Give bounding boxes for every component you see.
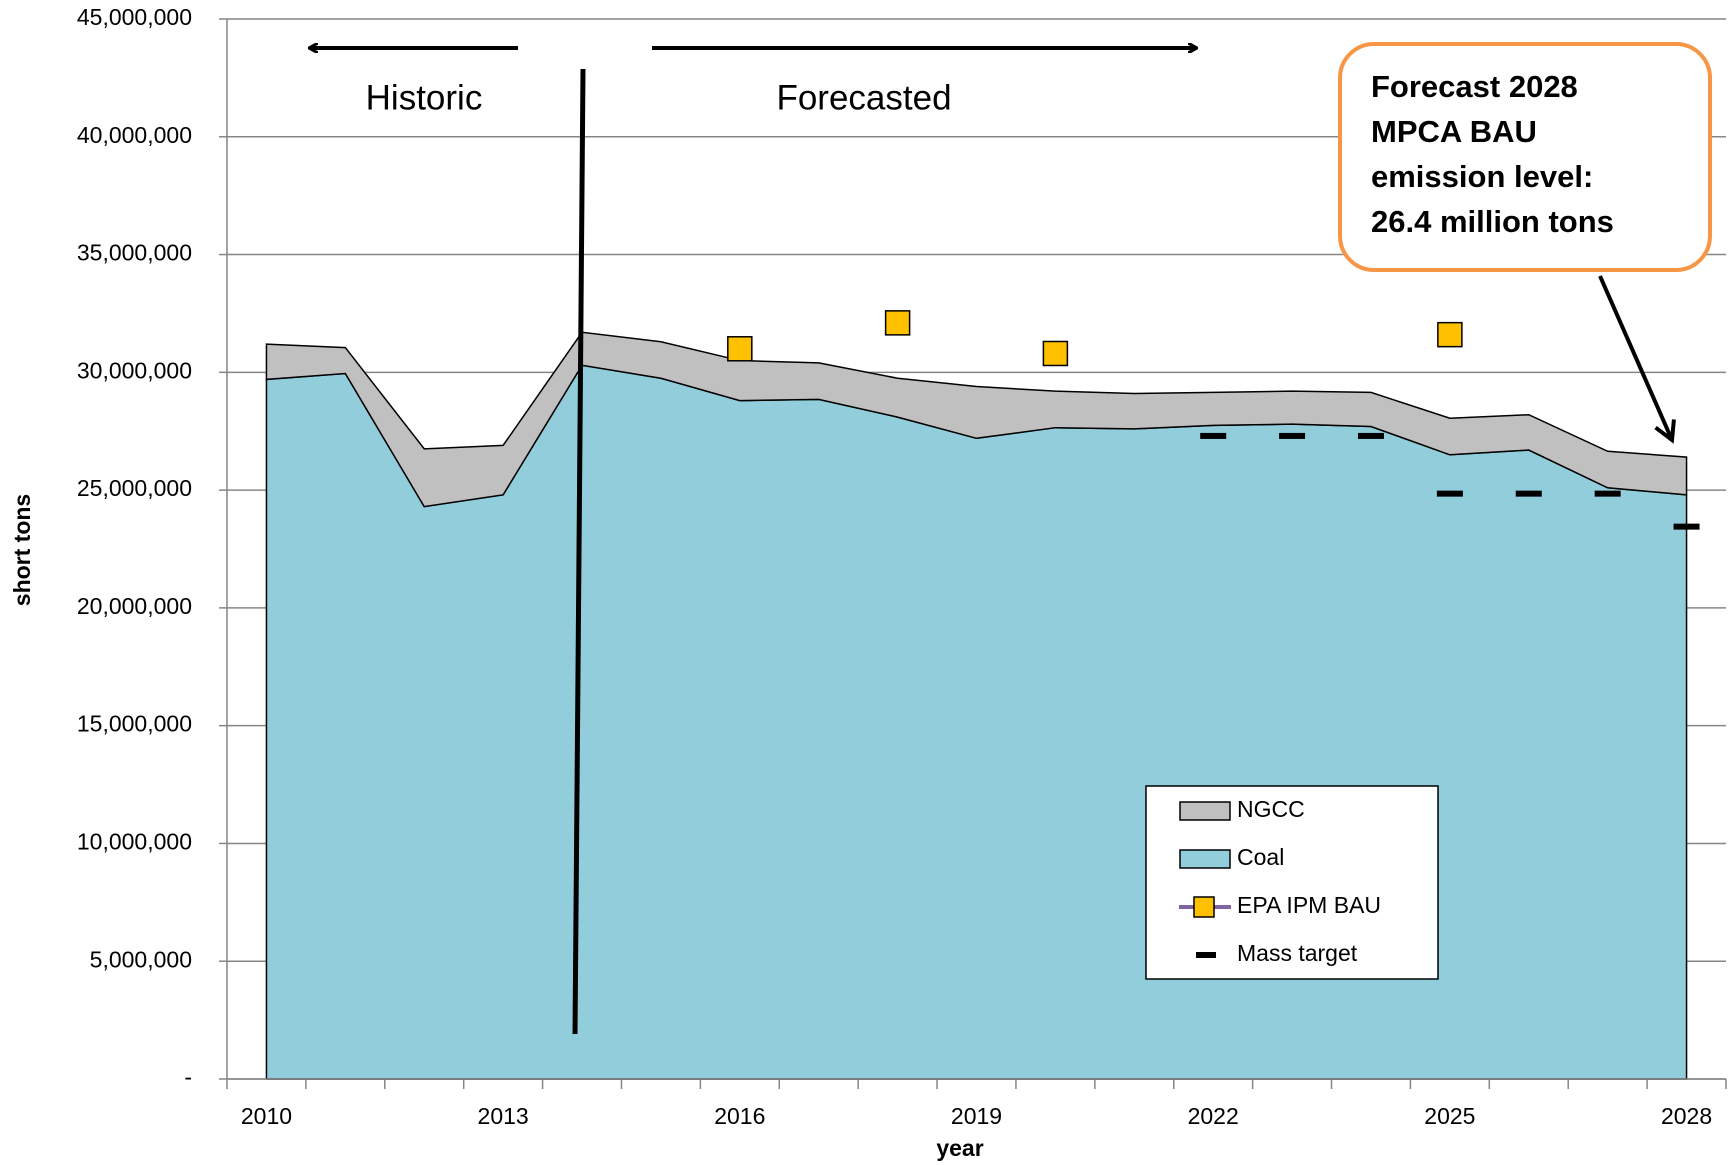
y-tick-label: 20,000,000 [77, 593, 192, 619]
x-tick-label: 2019 [951, 1103, 1002, 1129]
callout-text: 26.4 million tons [1371, 204, 1614, 239]
marker [1042, 340, 1069, 367]
callout-text: emission level: [1371, 159, 1593, 194]
legend-label: Coal [1237, 844, 1284, 870]
area [265, 331, 1688, 508]
callout-text: Forecast 2028 [1371, 69, 1578, 104]
divider-line [572, 68, 586, 1035]
x-tick-label: 2016 [714, 1103, 765, 1129]
target-dash [1357, 432, 1384, 439]
y-tick-label: 5,000,000 [90, 946, 192, 972]
callout-arrow [1598, 275, 1672, 440]
legend-swatch [1179, 801, 1231, 821]
y-tick-label: 25,000,000 [77, 475, 192, 501]
x-tick-label: 2028 [1661, 1103, 1712, 1129]
marker [884, 310, 911, 336]
y-axis-label: short tons [9, 494, 35, 606]
y-tick-label: - [184, 1064, 192, 1090]
marker [727, 336, 753, 362]
callout-text: MPCA BAU [1371, 114, 1537, 149]
annotation: Forecasted [776, 78, 951, 117]
x-tick-label: 2022 [1188, 1103, 1239, 1129]
y-tick-label: 10,000,000 [77, 829, 192, 855]
target-dash [1436, 490, 1463, 497]
target-dash [1200, 432, 1227, 439]
x-tick-label: 2013 [478, 1103, 529, 1129]
y-tick-label: 35,000,000 [77, 240, 192, 266]
legend-label: Mass target [1237, 940, 1358, 966]
legend-label: NGCC [1237, 796, 1305, 822]
target-dash [1594, 490, 1621, 497]
legend-swatch [1196, 952, 1216, 958]
callout-box [1338, 42, 1712, 272]
target-dash [1279, 432, 1306, 439]
x-tick-label: 2010 [241, 1103, 292, 1129]
legend-swatch [1193, 896, 1215, 918]
y-tick-label: 40,000,000 [77, 122, 192, 148]
annotation: Historic [366, 78, 483, 117]
legend-label: EPA IPM BAU [1237, 892, 1381, 918]
marker [1437, 321, 1463, 348]
x-tick-label: 2025 [1424, 1103, 1475, 1129]
x-axis-label: year [936, 1135, 983, 1161]
target-dash [1673, 523, 1700, 530]
y-tick-label: 45,000,000 [77, 4, 192, 30]
legend-swatch [1179, 849, 1231, 869]
target-dash [1515, 490, 1542, 497]
legend: NGCC Coal EPA IPM BAU Mass target [1145, 785, 1439, 980]
y-tick-label: 15,000,000 [77, 711, 192, 737]
y-tick-label: 30,000,000 [77, 357, 192, 383]
